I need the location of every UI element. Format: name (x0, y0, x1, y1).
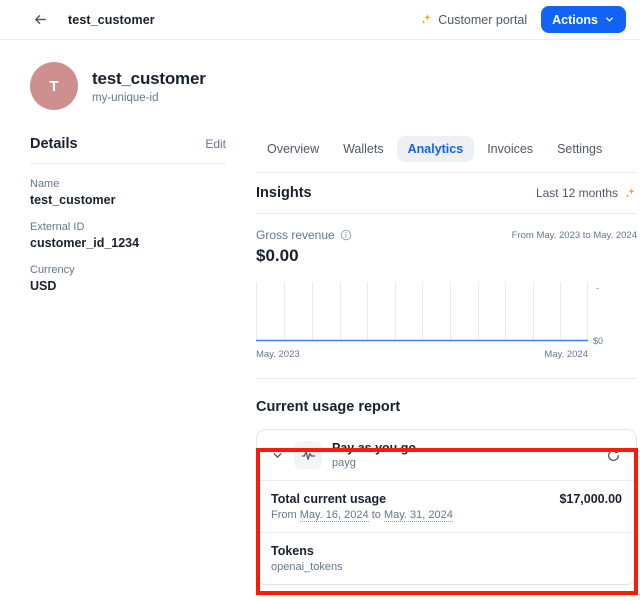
customer-name: test_customer (92, 68, 206, 88)
chart-y-tick-zero: $0 (593, 336, 603, 346)
tab-bar: Overview Wallets Analytics Invoices Sett… (256, 136, 637, 162)
detail-field-name: Name test_customer (30, 178, 226, 207)
detail-label: External ID (30, 221, 85, 233)
usage-row-amount: $17,000.00 (559, 492, 622, 506)
period-label: Last 12 months (535, 186, 618, 200)
details-title: Details (30, 136, 78, 152)
chart-x-axis: May. 2023 May. 2024 (256, 349, 588, 360)
chart-gridlines (256, 282, 588, 340)
plan-identity: Pay as you go payg (332, 441, 416, 469)
refresh-usage-button[interactable] (604, 446, 622, 464)
actions-button-label: Actions (552, 12, 598, 27)
usage-row-text: Tokens openai_tokens (271, 544, 343, 573)
chevron-down-icon (606, 17, 613, 22)
gross-revenue-label-group: Gross revenue (256, 228, 352, 242)
detail-field-external-id: External ID customer_id_1234 (30, 221, 226, 250)
actions-button[interactable]: Actions (541, 6, 626, 33)
detail-label: Name (30, 178, 60, 190)
gross-revenue-chart: - $0 May. 2023 May. 2024 (256, 282, 637, 360)
tab-invoices[interactable]: Invoices (487, 142, 534, 156)
period-middle: to (368, 509, 384, 521)
activity-pulse-icon (301, 450, 315, 460)
plan-code: payg (332, 457, 356, 469)
period-prefix: From (271, 509, 300, 521)
page-body: Details Edit Name test_customer External… (0, 136, 640, 585)
chart-svg: - $0 (256, 282, 603, 346)
gross-revenue-value: $0.00 (256, 246, 299, 265)
insights-title: Insights (256, 185, 312, 201)
detail-field-currency: Currency USD (30, 264, 226, 293)
detail-value: USD (30, 279, 57, 293)
edit-details-link[interactable]: Edit (205, 137, 226, 151)
gross-revenue-metric: Gross revenue $0.00 From May. 2023 to Ma… (256, 228, 637, 266)
info-icon[interactable] (340, 229, 352, 241)
details-divider (30, 163, 226, 164)
details-panel: Details Edit Name test_customer External… (0, 136, 256, 585)
period-date-to: May. 31, 2024 (383, 509, 453, 522)
customer-portal-label: Customer portal (438, 12, 528, 27)
customer-identity: test_customer my-unique-id (92, 69, 206, 104)
usage-row-code: openai_tokens (271, 561, 343, 573)
refresh-icon (607, 448, 619, 461)
top-bar-actions: Customer portal Actions (420, 6, 626, 33)
customer-external-reference: my-unique-id (92, 91, 159, 104)
usage-row-tokens: Tokens openai_tokens (257, 533, 636, 584)
tab-overview[interactable]: Overview (267, 142, 320, 156)
sparkle-icon (421, 14, 431, 24)
customer-portal-link[interactable]: Customer portal (420, 13, 527, 27)
gross-revenue-label: Gross revenue (256, 228, 335, 242)
details-header: Details Edit (30, 136, 226, 152)
insights-bottom-divider (256, 378, 637, 379)
chart-x-tick-start: May. 2023 (256, 349, 300, 360)
tab-settings[interactable]: Settings (557, 142, 603, 156)
gross-revenue-block: Gross revenue $0.00 (256, 228, 352, 266)
insights-divider (256, 213, 637, 214)
avatar-initial: T (49, 77, 59, 95)
usage-row-title: Total current usage (271, 492, 387, 506)
insights-section: Insights Last 12 months Gross revenue (256, 173, 637, 379)
avatar: T (30, 62, 78, 110)
insights-header: Insights Last 12 months (256, 185, 637, 201)
sparkle-icon (625, 187, 635, 198)
usage-row-total: Total current usage From May. 16, 2024 t… (257, 481, 636, 533)
usage-row-period: From May. 16, 2024 to May. 31, 2024 (271, 509, 453, 522)
tab-wallets[interactable]: Wallets (343, 142, 384, 156)
top-bar: test_customer Customer portal Actions (0, 0, 640, 40)
period-date-from: May. 16, 2024 (299, 509, 369, 522)
usage-report-card: Pay as you go payg Total current usage F… (256, 429, 637, 585)
period-selector[interactable]: Last 12 months (536, 186, 637, 200)
gross-revenue-range: From May. 2023 to May. 2024 (511, 230, 637, 241)
back-arrow-icon[interactable] (30, 10, 50, 30)
plan-icon-box (294, 441, 322, 469)
detail-value: test_customer (30, 193, 116, 207)
usage-report-title: Current usage report (256, 399, 401, 415)
usage-card-header[interactable]: Pay as you go payg (257, 430, 636, 481)
chart-x-tick-end: May. 2024 (544, 349, 588, 360)
tab-analytics[interactable]: Analytics (396, 136, 475, 162)
detail-value: customer_id_1234 (30, 236, 140, 250)
detail-label: Currency (30, 264, 75, 276)
chevron-down-icon[interactable] (271, 449, 284, 462)
plan-name: Pay as you go (332, 441, 417, 455)
usage-row-text: Total current usage From May. 16, 2024 t… (271, 492, 453, 522)
usage-row-title: Tokens (271, 544, 314, 558)
main-panel: Overview Wallets Analytics Invoices Sett… (256, 136, 640, 585)
customer-header: T test_customer my-unique-id (0, 40, 640, 110)
chart-y-tick-top: - (596, 283, 599, 293)
page-title: test_customer (68, 12, 155, 27)
tab-bar-divider (256, 172, 637, 173)
